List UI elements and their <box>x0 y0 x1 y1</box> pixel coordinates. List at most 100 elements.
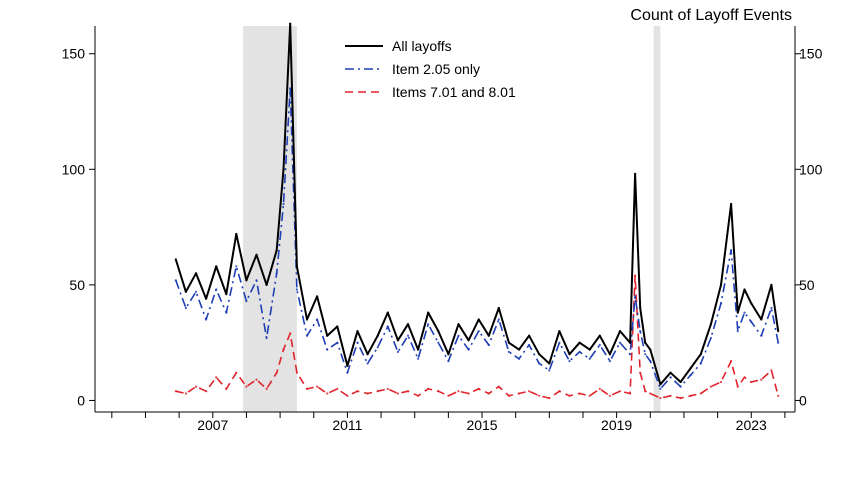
series-2-point <box>417 394 420 397</box>
series-2-point <box>618 390 622 393</box>
series-0-point <box>558 330 561 333</box>
series-2-point <box>245 385 248 388</box>
series-0-point <box>295 265 298 268</box>
series-2-point <box>184 392 187 395</box>
series-0-point <box>608 353 612 356</box>
x-tick-label: 2015 <box>466 417 497 433</box>
series-0-point <box>528 334 531 337</box>
series-2-point <box>709 385 713 388</box>
series-2-point <box>194 385 198 388</box>
series-0-point <box>649 348 652 351</box>
series-0-point <box>669 371 672 374</box>
series-0-point <box>517 348 521 351</box>
series-0-point <box>760 318 763 321</box>
series-1-point <box>770 306 773 310</box>
series-1-point <box>282 202 285 206</box>
series-0-point <box>366 353 369 356</box>
series-0-point <box>750 302 753 305</box>
series-1-point <box>558 341 561 344</box>
series-1-point <box>699 362 702 365</box>
series-2-point <box>477 387 480 390</box>
series-2-point <box>669 394 672 397</box>
series-0-point <box>457 323 460 326</box>
series-2-point <box>568 394 571 397</box>
series-0-point <box>346 364 349 367</box>
series-1-point <box>743 311 746 314</box>
series-0-point <box>629 341 632 344</box>
series-1-point <box>205 318 208 321</box>
series-0-point <box>184 290 187 293</box>
series-1-point <box>289 87 292 90</box>
series-0-point <box>356 330 359 333</box>
series-2-point <box>629 392 632 395</box>
series-1-point <box>235 265 238 268</box>
series-0-point <box>777 330 780 333</box>
series-1-point <box>634 295 637 298</box>
series-2-point <box>578 392 581 395</box>
series-0-point <box>447 353 450 356</box>
chart-title: Count of Layoff Events <box>630 7 792 24</box>
series-2-point <box>225 387 228 390</box>
series-2-point <box>743 376 746 379</box>
series-1-point <box>538 362 541 365</box>
series-2-point <box>719 380 723 384</box>
x-tick-label: 2023 <box>736 417 767 433</box>
series-2-point <box>356 390 359 393</box>
series-1-point <box>275 272 278 275</box>
series-2-point <box>528 390 531 393</box>
series-1-point <box>406 334 410 337</box>
series-2-point <box>346 394 349 397</box>
series-1-point <box>568 360 571 363</box>
series-0-point <box>275 249 278 252</box>
series-0-point <box>326 334 329 337</box>
y-tick-label-right: 50 <box>799 277 815 293</box>
series-0-point <box>736 311 739 314</box>
series-2-point <box>507 394 510 397</box>
series-2-point <box>588 394 591 397</box>
series-2-point <box>649 392 652 395</box>
series-0-point <box>548 362 551 365</box>
series-2-point <box>750 380 753 384</box>
series-1-point <box>326 348 329 351</box>
series-0-point <box>427 311 430 314</box>
series-2-point <box>770 369 773 372</box>
series-0-point <box>568 353 571 356</box>
series-2-point <box>396 392 399 395</box>
legend-label-2: Items 7.01 and 8.01 <box>392 84 516 100</box>
series-0-point <box>507 341 510 344</box>
series-2-point <box>265 387 268 390</box>
series-0-point <box>477 318 480 321</box>
series-1-point <box>457 334 460 337</box>
series-0-point <box>743 288 746 291</box>
axes <box>94 26 796 413</box>
series-0-point <box>618 330 622 333</box>
series-1-point <box>194 290 198 293</box>
series-1-point <box>608 360 612 363</box>
legend-label-0: All layoffs <box>392 38 452 54</box>
series-0-point <box>598 334 601 337</box>
series-1-point <box>689 373 692 377</box>
series-0-point <box>316 295 319 298</box>
series-2-point <box>548 397 551 400</box>
series-1-point <box>598 343 601 347</box>
series-1-point <box>255 279 258 282</box>
series-0-point <box>437 330 440 333</box>
series-2-point <box>427 387 430 390</box>
series-2-point <box>538 394 541 397</box>
series-1-point <box>659 387 662 390</box>
series-1-point <box>719 302 723 305</box>
series-1-point <box>669 376 672 379</box>
y-tick-label-right: 0 <box>799 392 807 408</box>
series-1-point <box>417 357 420 360</box>
series-1-point <box>679 385 682 388</box>
series-2-point <box>366 392 369 395</box>
series-2-point <box>376 390 379 393</box>
series-0-point <box>205 297 208 300</box>
series-0-point <box>376 334 379 337</box>
series-0-point <box>578 341 581 344</box>
series-1-point <box>305 334 309 337</box>
series-0-point <box>305 318 309 321</box>
series-1-point <box>639 330 642 333</box>
series-2-point <box>497 385 500 388</box>
